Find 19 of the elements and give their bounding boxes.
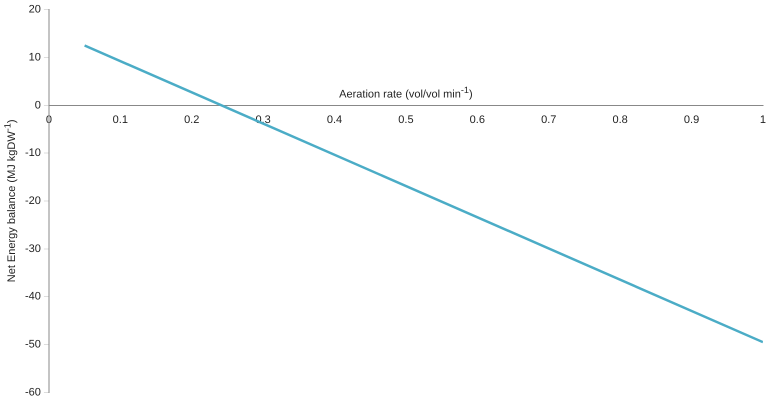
y-tick-label: -20 bbox=[24, 195, 41, 208]
x-tick-label: 0.2 bbox=[184, 114, 200, 126]
x-tick-label: 1 bbox=[760, 114, 766, 126]
y-tick-label: 10 bbox=[28, 51, 41, 64]
y-tick-label: 0 bbox=[34, 99, 41, 112]
y-tick-label: -40 bbox=[24, 290, 41, 303]
x-tick-label: 0.6 bbox=[470, 114, 485, 126]
y-tick-label: -50 bbox=[24, 338, 41, 351]
x-axis-title: Aeration rate (vol/vol min$^{-1}$) bbox=[339, 85, 473, 101]
x-tick-label: 0.8 bbox=[612, 114, 628, 126]
y-tick-label: -60 bbox=[24, 386, 41, 398]
x-tick-label: 0.1 bbox=[112, 114, 128, 126]
x-tick-label: 0.4 bbox=[326, 114, 342, 126]
y-tick-label: -10 bbox=[24, 147, 41, 160]
y-tick-label: -30 bbox=[24, 242, 41, 255]
x-tick-label: 0.5 bbox=[398, 114, 414, 126]
x-tick-label: 0.7 bbox=[541, 114, 556, 126]
x-tick-label: 0.9 bbox=[684, 114, 700, 126]
y-tick-label: 20 bbox=[28, 4, 41, 16]
